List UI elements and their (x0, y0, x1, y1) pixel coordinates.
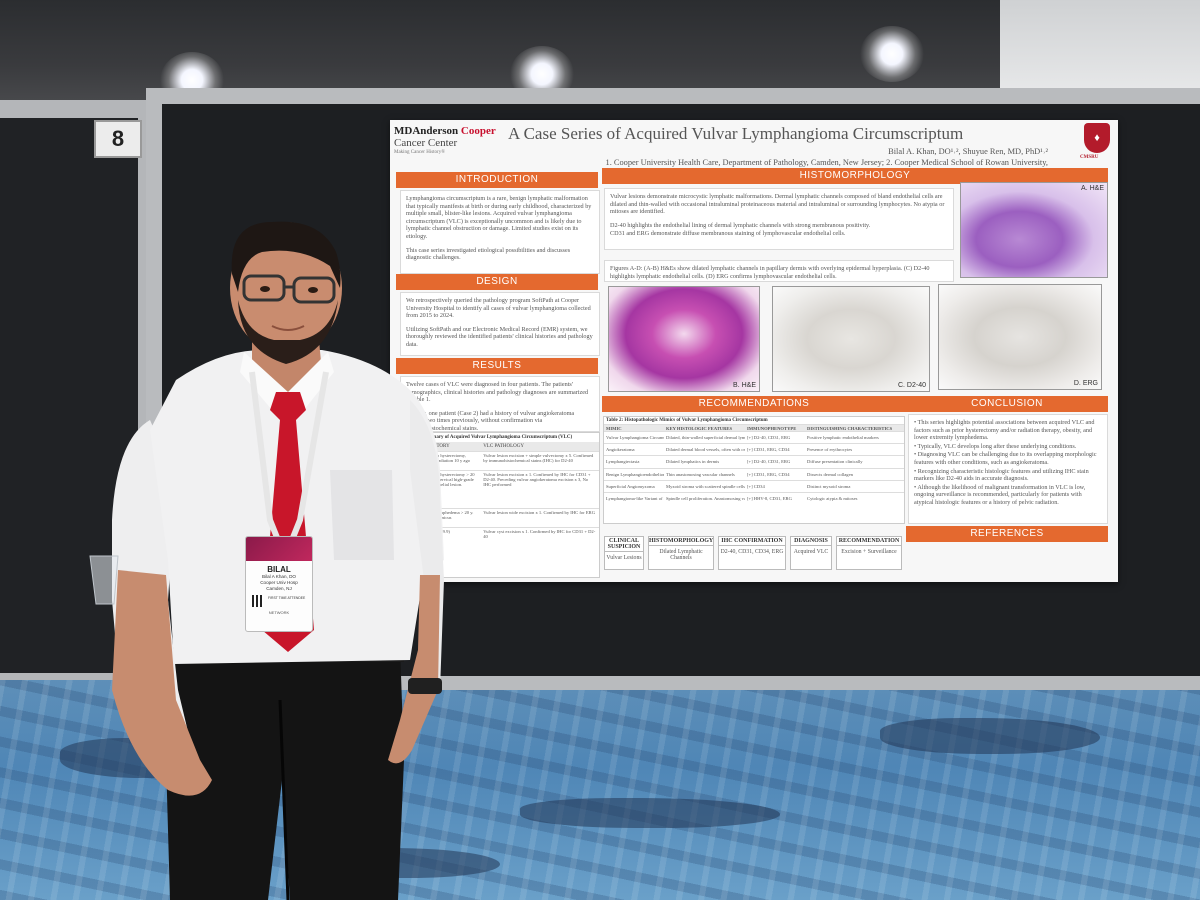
table-row: Obesity (BMI 45.0-49.9) Vulvar cyst excis… (401, 527, 599, 546)
workflow-step: HISTOMORPHOLOGY Dilated Lymphatic Channel… (648, 536, 714, 570)
figure-caption: Figures A-D: (A-B) H&Es show dilated lym… (604, 260, 954, 282)
workflow-step: RECOMMENDATION Excision + Surveillance (836, 536, 902, 570)
workflow-step: CLINICAL SUSPICION Vulvar Lesions (604, 536, 644, 570)
table-row: Lymphangioma-like Variant of Kaposi Sarc… (604, 491, 904, 504)
results-summary-table: Table 1: Summary of Acquired Vulvar Lymp… (400, 432, 600, 578)
name-badge: BILAL Bilal A Khan, DO Cooper Univ Hosp … (245, 536, 313, 632)
design-heading: DESIGN (396, 274, 598, 290)
introduction-heading: INTRODUCTION (396, 172, 598, 188)
research-poster: MDAnderson Cooper Cancer Center Making C… (390, 120, 1118, 582)
ceiling-light (860, 26, 924, 82)
table-row: Vulvar Lymphangioma CircumscriptumDilate… (604, 431, 904, 443)
table-row: Cervical cancer s/p hysterectomy, chemot… (401, 451, 599, 470)
table-row: Lower extremity lymphedema > 20 y. Liche… (401, 508, 599, 527)
table-row: Cervical cancer s/p hysterectomy > 20 y … (401, 470, 599, 508)
table-row: Lymphangiectasia Dilated lymphatics in de… (604, 455, 904, 467)
conclusion-heading: CONCLUSION (906, 396, 1108, 412)
introduction-text: Lymphangioma circumscriptum is a rare, b… (400, 190, 600, 274)
badge-name: BILAL (267, 565, 291, 574)
badge-full-name: Bilal A Khan, DO (262, 574, 296, 579)
crest-label: CMSRU (1080, 155, 1099, 160)
badge-footer: NETWORK (268, 610, 290, 615)
qr-code-icon (252, 595, 264, 607)
histology-image-d: D. ERG (938, 284, 1102, 390)
badge-banner (246, 537, 312, 561)
histomorphology-heading: HISTOMORPHOLOGY (602, 168, 1108, 184)
back-wall (1000, 0, 1200, 100)
histology-image-c: C. D2-40 (772, 286, 930, 392)
mimics-table: Table 2: Histopathologic Mimics of Vulva… (603, 416, 905, 524)
carpet-floor (0, 678, 1200, 900)
results-heading: RESULTS (396, 358, 598, 374)
booth-number: 8 (94, 120, 142, 158)
workflow-step: IHC CONFIRMATION D2-40, CD31, CD34, ERG (718, 536, 786, 570)
histology-image-b: B. H&E (608, 286, 760, 392)
recommendations-heading: RECOMMENDATIONS (602, 396, 906, 412)
design-text: We retrospectively queried the pathology… (400, 292, 600, 356)
institution-logo: MDAnderson Cooper Cancer Center Making C… (394, 125, 496, 156)
conclusion-text: • This series highlights potential assoc… (908, 414, 1108, 524)
references-heading: REFERENCES (906, 526, 1108, 542)
table-row: Superficial Angiomyxoma Myxoid stroma wit… (604, 479, 904, 492)
results-text: Twelve cases of VLC were diagnosed in fo… (400, 376, 600, 432)
poster-title: A Case Series of Acquired Vulvar Lymphan… (508, 124, 964, 143)
school-crest-icon: ♦ (1084, 123, 1110, 153)
workflow-step: DIAGNOSIS Acquired VLC (790, 536, 832, 570)
table-row: Benign Lymphangioendothelioma Thin anasto… (604, 467, 904, 480)
table-row: Angiokeratoma Dilated dermal blood vessel… (604, 443, 904, 455)
histology-image-a: A. H&E (960, 182, 1108, 278)
poster-board (0, 118, 138, 673)
badge-institution: Cooper Univ Hosp (260, 580, 298, 585)
histomorphology-text: Vulvar lesions demonstrate microcystic l… (604, 188, 954, 250)
badge-location: Camden, NJ (266, 586, 292, 591)
badge-first-time: FIRST TIME ATTENDEE (268, 596, 306, 600)
